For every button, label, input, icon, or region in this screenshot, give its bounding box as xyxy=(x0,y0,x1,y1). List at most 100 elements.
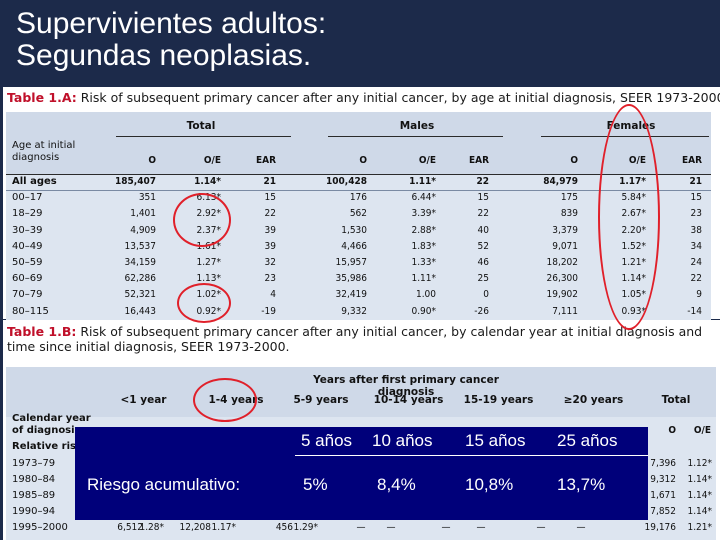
table-a-header-rule xyxy=(6,174,711,175)
table-cell: 39 xyxy=(264,224,276,236)
column-header: O xyxy=(359,155,367,166)
row-label: All ages xyxy=(12,176,57,187)
one-to-four-years-highlight-ring xyxy=(193,378,257,422)
row-label: 70–79 xyxy=(12,289,43,301)
table-cell: 32 xyxy=(264,257,276,268)
table-cell: 1.13* xyxy=(196,273,221,285)
table-cell: 7,111 xyxy=(552,305,578,317)
overlay-value-5: 5% xyxy=(303,475,328,494)
row-rule xyxy=(6,190,711,191)
table-cell: 25 xyxy=(477,273,489,285)
interval-header: <1 year xyxy=(120,394,167,406)
elderly-highlight-ring xyxy=(177,283,231,323)
total-oe-cell: 1.14* xyxy=(687,490,712,501)
table-cell: 2.88* xyxy=(411,224,436,236)
overlay-header-10: 10 años xyxy=(372,431,433,450)
table-cell: 38 xyxy=(690,224,702,236)
table-cell: 1,401 xyxy=(130,208,156,220)
table-cell: 22 xyxy=(477,208,489,220)
empty-cell: — xyxy=(441,522,451,533)
overlay-header-15: 15 años xyxy=(465,431,526,450)
table-cell: 15 xyxy=(690,192,702,204)
table-a-caption: Table 1.A: Risk of subsequent primary ca… xyxy=(7,90,720,105)
table-cell: 26,300 xyxy=(546,273,578,285)
row-label: 50–59 xyxy=(12,257,43,268)
total-o-cell: 7,396 xyxy=(650,458,676,469)
table-cell: 22 xyxy=(264,208,276,220)
table-cell: 18,202 xyxy=(546,257,578,268)
overlay-rule xyxy=(295,455,648,456)
interval-cell: 1.17* xyxy=(211,522,236,533)
slide-title: Supervivientes adultos: Segundas neoplas… xyxy=(16,8,326,72)
table-cell: 32,419 xyxy=(335,289,367,301)
table-cell: 100,428 xyxy=(326,176,367,187)
table-cell: 46 xyxy=(477,257,489,268)
column-header: EAR xyxy=(255,155,276,166)
table-cell: 15 xyxy=(264,192,276,204)
table-cell: 19,902 xyxy=(546,289,578,301)
column-header: O/E xyxy=(203,155,221,166)
overlay-value-25: 13,7% xyxy=(557,475,606,494)
cumulative-risk-overlay: 5 años 10 años 15 años 25 años Riesgo ac… xyxy=(75,427,648,520)
interval-cell: 12,208 xyxy=(179,522,211,533)
total-column-header: O xyxy=(668,425,676,436)
table-cell: 1.83* xyxy=(411,240,436,252)
table-cell: 24 xyxy=(690,257,702,268)
table-cell: 15 xyxy=(477,192,489,204)
table-cell: 16,443 xyxy=(124,305,156,317)
empty-cell: — xyxy=(356,522,366,533)
table-cell: 562 xyxy=(349,208,367,220)
total-o-cell: 1,671 xyxy=(650,490,676,501)
table-cell: 1,530 xyxy=(341,224,367,236)
table-cell: 1.11* xyxy=(411,273,436,285)
interval-cell: 6,512 xyxy=(117,522,143,533)
table-cell: 52,321 xyxy=(124,289,156,301)
table-cell: -14 xyxy=(687,305,702,317)
table-cell: 84,979 xyxy=(543,176,578,187)
interval-header: ≥20 years xyxy=(563,394,624,406)
table-b-label: Table 1.B: xyxy=(7,324,77,339)
table-b-caption-text: Risk of subsequent primary cancer after … xyxy=(7,324,703,354)
column-header: EAR xyxy=(681,155,702,166)
interval-header: 10-14 years xyxy=(373,394,444,406)
table-cell: 39 xyxy=(264,240,276,252)
table-a-label: Table 1.A: xyxy=(7,90,77,105)
table-cell: 22 xyxy=(690,273,702,285)
table-cell: 9,071 xyxy=(552,240,578,252)
table-cell: 0 xyxy=(483,289,489,301)
group-total-rule xyxy=(116,136,291,137)
table-cell: -26 xyxy=(474,305,489,317)
table-cell: 4 xyxy=(270,289,276,301)
total-oe-cell: 1.14* xyxy=(687,506,712,517)
row-label: 00–17 xyxy=(12,192,43,204)
interval-header: 15-19 years xyxy=(463,394,534,406)
table-cell: 22 xyxy=(476,176,489,187)
table-cell: 1.61* xyxy=(196,240,221,252)
overlay-row-label: Riesgo acumulativo: xyxy=(87,475,241,494)
table-cell: 23 xyxy=(264,273,276,285)
table-cell: 4,909 xyxy=(130,224,156,236)
slide-title-line2: Segundas neoplasias. xyxy=(16,39,312,72)
table-b-caption: Table 1.B: Risk of subsequent primary ca… xyxy=(7,324,707,354)
year-row-label: 1985–89 xyxy=(12,490,56,501)
overlay-header-5: 5 años xyxy=(301,431,353,450)
table-cell: 13,537 xyxy=(124,240,156,252)
table-a-caption-text: Risk of subsequent primary cancer after … xyxy=(80,90,720,105)
table-cell: 34 xyxy=(690,240,702,252)
table-cell: 4,466 xyxy=(341,240,367,252)
table-cell: 21 xyxy=(689,176,702,187)
relative-risks-header: Relative risks xyxy=(12,441,89,452)
interval-cell: 456 xyxy=(275,522,293,533)
table-cell: 1.11* xyxy=(409,176,436,187)
table-cell: 1.33* xyxy=(411,257,436,268)
table-a-header xyxy=(6,112,711,174)
interval-cell: 1.28* xyxy=(139,522,164,533)
table-cell: 176 xyxy=(349,192,367,204)
year-row-label: 1980–84 xyxy=(12,474,56,485)
table-cell: 35,986 xyxy=(335,273,367,285)
overlay-header-25: 25 años xyxy=(557,431,618,450)
row-label: 18–29 xyxy=(12,208,43,220)
table-cell: 62,286 xyxy=(124,273,156,285)
interval-cell: 1.29* xyxy=(293,522,318,533)
table-cell: 6.44* xyxy=(411,192,436,204)
